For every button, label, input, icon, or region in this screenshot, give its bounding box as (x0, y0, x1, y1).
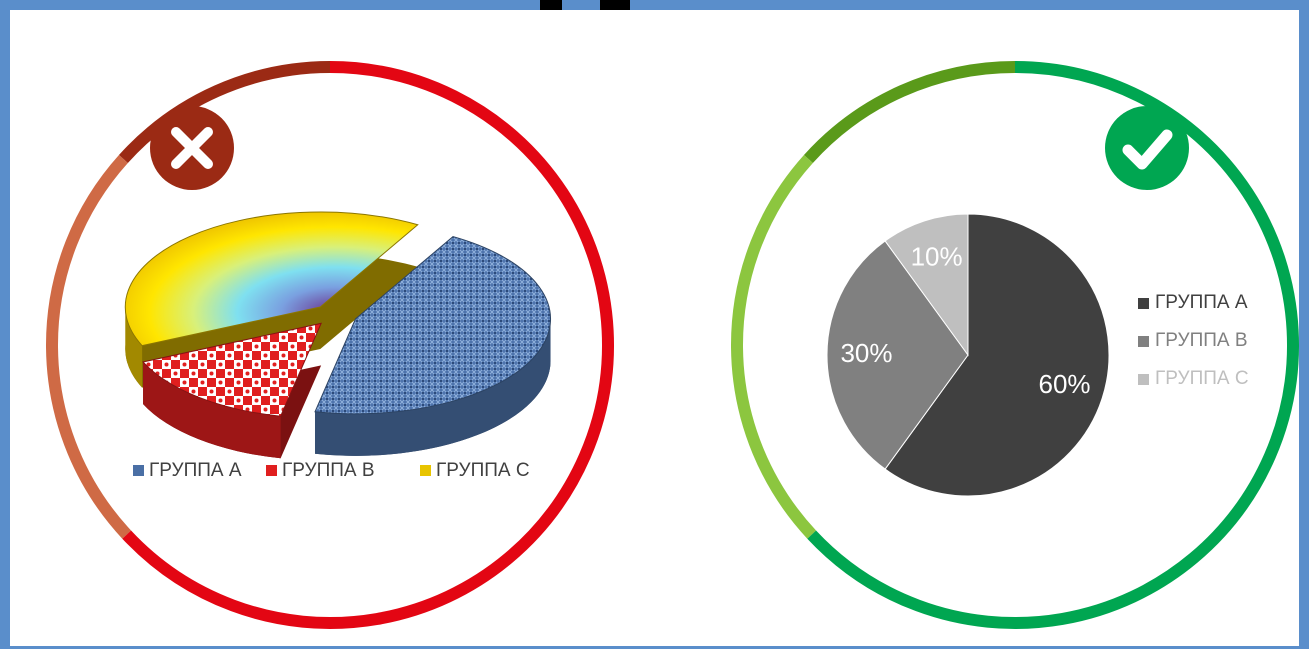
slice (124, 211, 419, 347)
ring-arc (118, 61, 331, 163)
ring-arc (46, 154, 132, 539)
ring-arc (122, 61, 614, 629)
legend-marker (133, 465, 144, 476)
ring-arc (731, 154, 817, 539)
legend-label: ГРУППА А (149, 460, 242, 481)
data-label: 30% (840, 338, 892, 368)
slice-side (314, 318, 551, 456)
cut-heading (540, 0, 562, 10)
slice (314, 236, 552, 415)
cross (171, 127, 213, 169)
cut-heading (600, 0, 630, 10)
legend-label: ГРУППА А (1155, 292, 1248, 313)
legend-marker (1138, 374, 1149, 385)
data-label: 10% (911, 241, 963, 271)
legend-marker (420, 465, 431, 476)
slice-side (143, 361, 281, 459)
legend-label: ГРУППА С (1155, 368, 1249, 389)
slice (826, 240, 969, 470)
legend-marker (1138, 336, 1149, 347)
slice (884, 213, 969, 357)
slice (142, 322, 323, 417)
slice (884, 213, 1110, 497)
good-icon (1105, 106, 1189, 190)
legend-marker (266, 465, 277, 476)
legend-label: ГРУППА В (282, 460, 375, 481)
data-label: 60% (1039, 369, 1091, 399)
legend-label: ГРУППА С (436, 460, 530, 481)
check (1122, 129, 1173, 170)
legend-label: ГРУППА В (1155, 330, 1248, 351)
ring-arc (803, 61, 1016, 163)
legend-marker (1138, 298, 1149, 309)
